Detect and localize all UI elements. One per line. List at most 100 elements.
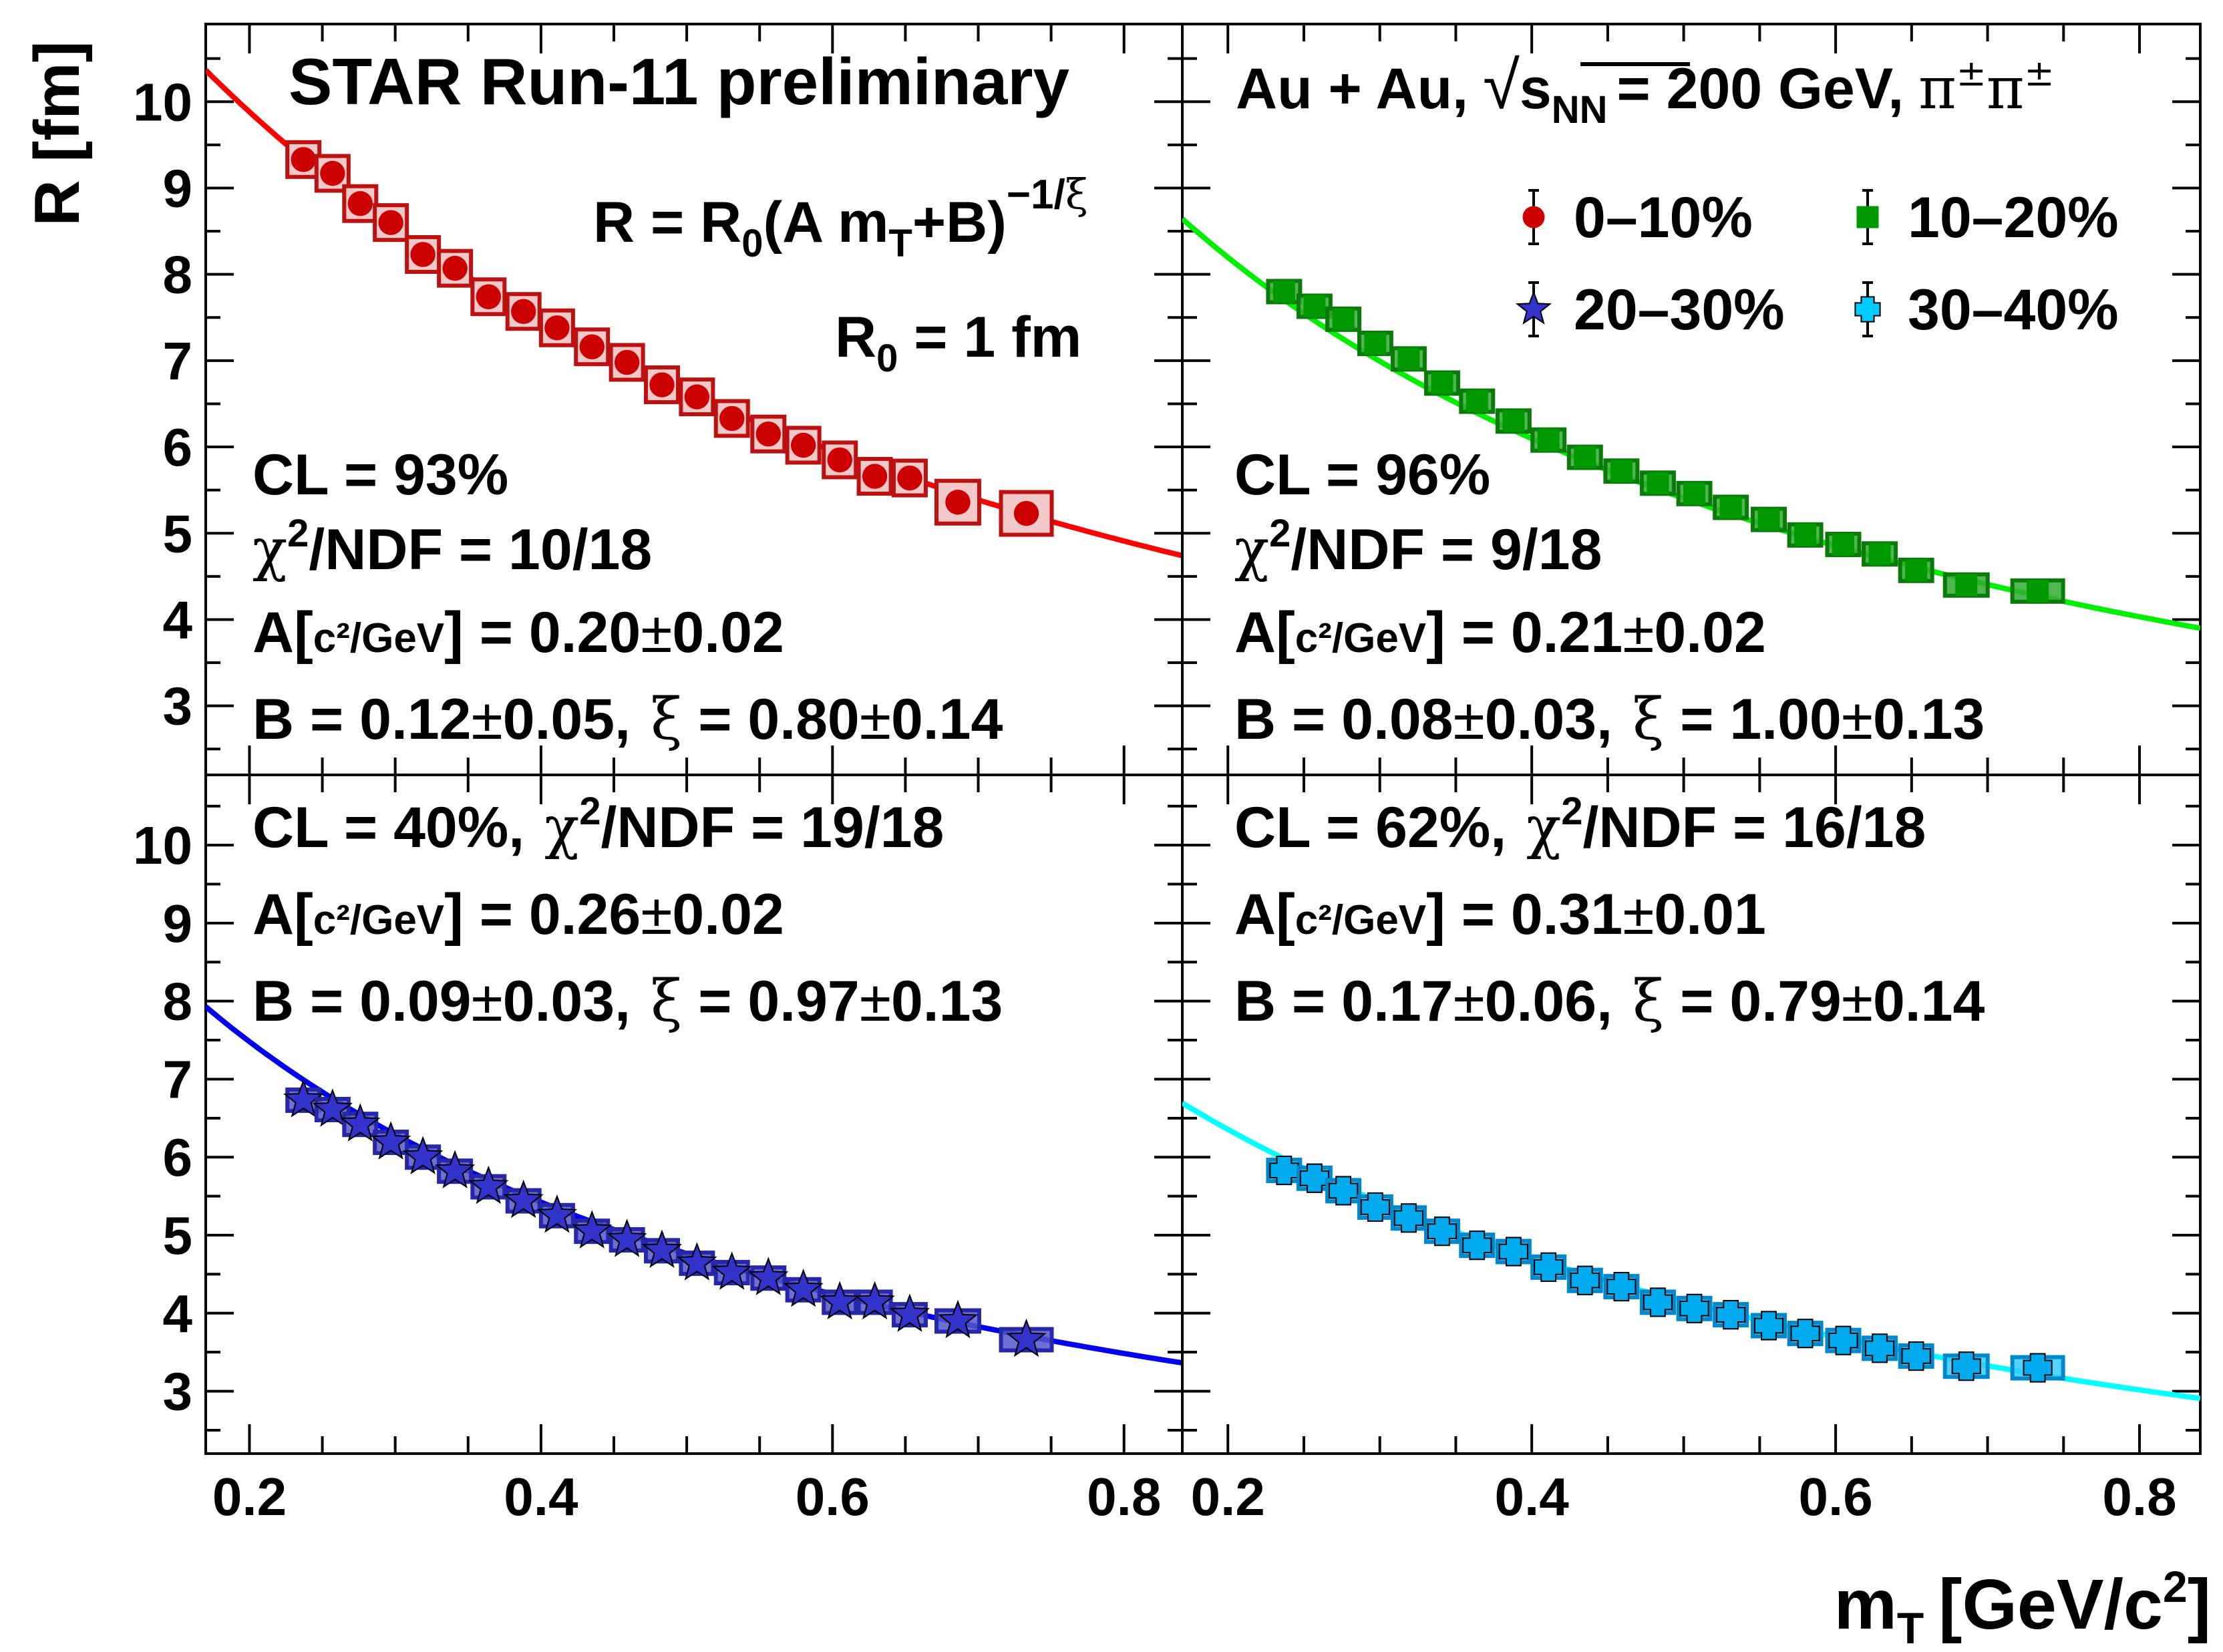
data-point (1951, 1351, 1981, 1381)
data-point (790, 432, 816, 458)
y-tick-label: 6 (163, 1128, 193, 1187)
y-tick-label: 4 (163, 1284, 193, 1343)
data-point (291, 147, 316, 172)
data-point (748, 1257, 789, 1295)
stat-a-3: A[c²/GeV] = 0.31±0.01 (1234, 882, 1766, 947)
x-tick-label: 0.6 (1798, 1467, 1872, 1526)
data-point (677, 1242, 717, 1281)
data-point (340, 1103, 381, 1142)
y-tick-label: 8 (163, 245, 193, 305)
y-tick-label: 9 (163, 158, 193, 218)
data-point (1610, 460, 1633, 482)
stat-chi2-1: χ2/NDF = 9/18 (1234, 512, 1602, 583)
data-point (1679, 1293, 1709, 1323)
x-tick-label: 0.4 (504, 1467, 578, 1526)
data-point (1719, 496, 1742, 518)
y-tick-label: 10 (133, 816, 192, 875)
x-tick-label: 0.2 (1191, 1467, 1265, 1526)
data-point (937, 1299, 979, 1339)
data-point (1332, 308, 1355, 331)
data-point (1502, 409, 1525, 432)
data-point (503, 1179, 544, 1218)
data-point (1753, 1311, 1784, 1341)
y-tick-label: 9 (163, 894, 193, 953)
data-point (1431, 371, 1454, 394)
data-point (1466, 390, 1488, 413)
stat-cl-1: CL = 96% (1234, 443, 1490, 507)
data-point (370, 1121, 411, 1160)
data-point (1757, 508, 1780, 531)
stat-a-1: A[c²/GeV] = 0.21±0.02 (1234, 601, 1766, 665)
panel-3-annotations: CL = 62%, χ2/NDF = 16/18 A[c²/GeV] = 0.31… (1234, 790, 1985, 1035)
data-point (434, 1150, 476, 1188)
data-point (1905, 559, 1928, 582)
data-point (945, 490, 971, 515)
data-point (1299, 1163, 1329, 1193)
data-point (572, 1210, 613, 1249)
data-point (312, 1088, 353, 1127)
data-point (1832, 533, 1854, 556)
legend-label: 10–20% (1908, 186, 2119, 250)
data-point (854, 1281, 895, 1320)
data-point (614, 349, 640, 375)
legend-marker-cross (1854, 296, 1881, 323)
header-left: STAR Run-11 preliminary (289, 45, 1069, 118)
stat-b-xi-0: B = 0.12±0.05, ξ = 0.80±0.14 (252, 686, 1003, 753)
stat-cl-0: CL = 93% (252, 443, 508, 507)
data-point (510, 299, 536, 324)
y-tick-label: 5 (163, 504, 193, 563)
x-tick-label: 0.2 (212, 1467, 287, 1526)
data-point (1606, 1272, 1637, 1302)
stat-b-xi-3: B = 0.17±0.06, ξ = 0.79±0.14 (1234, 968, 1985, 1035)
data-point (783, 1269, 824, 1307)
y-tick-label: 3 (163, 1362, 193, 1422)
stat-cl-chi2-3: CL = 62%, χ2/NDF = 16/18 (1234, 790, 1926, 861)
data-point (1272, 281, 1295, 303)
y-tick-label: 8 (163, 972, 193, 1031)
data-point (476, 284, 502, 309)
panel-3: 0.2 0.4 0.6 0.8 (1181, 774, 2202, 1526)
data-point (889, 1293, 930, 1332)
data-point (1683, 482, 1706, 505)
data-point (897, 465, 922, 491)
data-point (711, 1251, 752, 1290)
data-point (410, 242, 436, 267)
x-tick-label: 0.4 (1495, 1467, 1570, 1526)
data-point (1868, 542, 1891, 565)
data-point (1643, 1287, 1673, 1317)
data-point (347, 191, 373, 216)
data-point (1269, 1156, 1299, 1186)
y-tick-label: 7 (163, 331, 193, 391)
data-point (468, 1165, 509, 1204)
legend: 0–10% 10–20% 20–30% 30–40% (1515, 186, 2119, 342)
data-point (862, 464, 888, 489)
x-axis-label: mT [GeV/c2] (1834, 1562, 2211, 1652)
data-point (1901, 1341, 1931, 1371)
y-axis-label: R [fm] (21, 41, 93, 226)
data-point (402, 1136, 444, 1174)
data-point (1794, 524, 1817, 546)
y-tick-label: 7 (163, 1049, 193, 1109)
y-tick-label: 10 (133, 72, 192, 132)
y-tick-label: 5 (163, 1206, 193, 1265)
panel-2-annotations: CL = 40%, χ2/NDF = 19/18 A[c²/GeV] = 0.26… (252, 790, 1003, 1035)
data-point (641, 1229, 683, 1269)
data-point (1574, 446, 1596, 469)
y-tick-label: 6 (163, 418, 193, 477)
data-point (1498, 1236, 1528, 1267)
data-point (649, 372, 675, 397)
data-point (1329, 1176, 1359, 1206)
data-point (1360, 1192, 1390, 1222)
panel-0: 3 4 5 6 7 8 9 10 (133, 23, 1184, 776)
legend-label: 20–30% (1574, 278, 1785, 342)
stat-cl-chi2-2: CL = 40%, χ2/NDF = 19/18 (252, 790, 944, 861)
legend-marker-square (1856, 206, 1879, 228)
y-tick-label: 4 (163, 590, 193, 649)
panel-frame-3 (1181, 774, 2202, 1455)
data-point (1303, 295, 1326, 317)
data-point (579, 334, 605, 359)
stat-a-2: A[c²/GeV] = 0.26±0.02 (252, 882, 784, 947)
data-point (1828, 1325, 1858, 1355)
